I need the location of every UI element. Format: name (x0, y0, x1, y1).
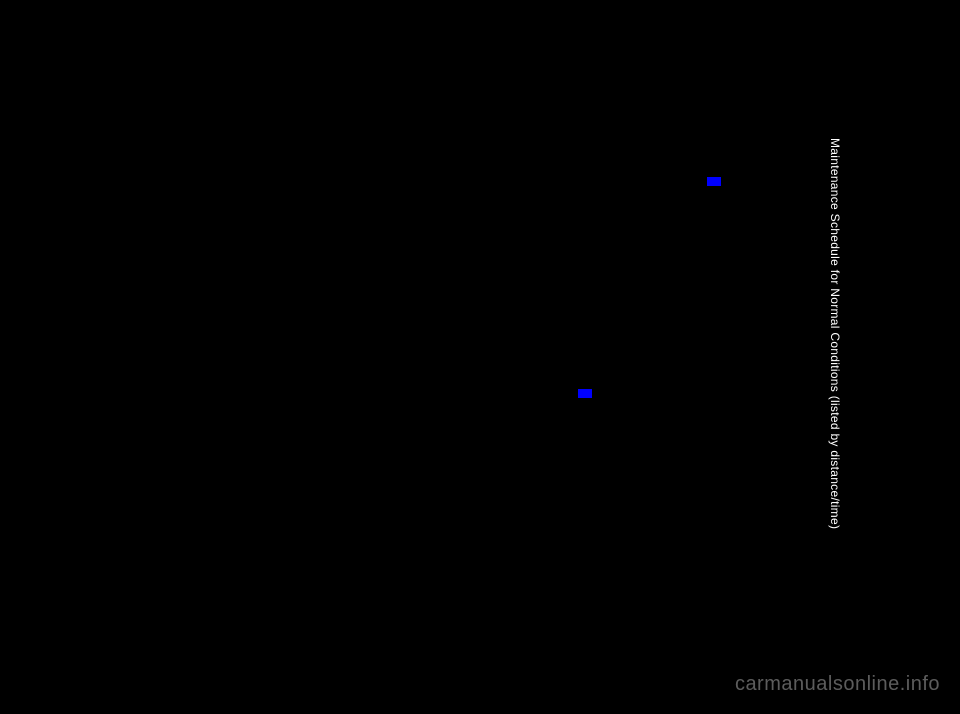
blue-marker-2 (578, 389, 592, 398)
vertical-title: Maintenance Schedule for Normal Conditio… (828, 138, 842, 529)
watermark-text: carmanualsonline.info (735, 673, 940, 696)
blue-marker-1 (707, 177, 721, 186)
